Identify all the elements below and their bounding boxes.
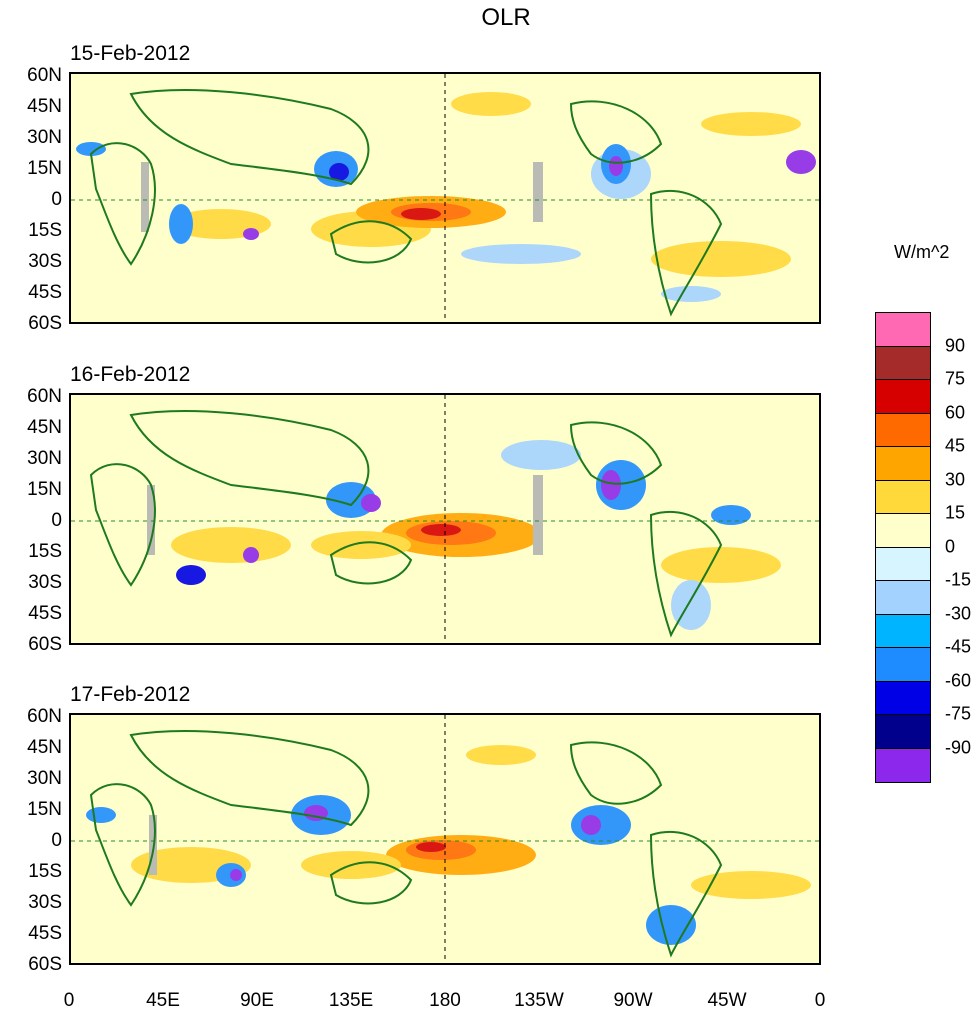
colorbar-units: W/m^2 <box>894 242 950 262</box>
lat-label: 0 <box>51 830 62 851</box>
lat-label: 30S <box>28 572 62 593</box>
map-panel-1 <box>69 72 821 324</box>
lat-label: 30N <box>27 448 62 469</box>
colorbar-label: 45 <box>945 435 966 456</box>
colorbar-swatch <box>876 413 930 447</box>
lon-label: 45E <box>146 990 180 1011</box>
lon-label: 0 <box>63 990 75 1011</box>
colorbar-label: 60 <box>945 402 966 422</box>
olr-map-2 <box>71 395 819 643</box>
colorbar-swatch <box>876 614 930 648</box>
colorbar-label: -60 <box>945 670 972 690</box>
lon-label: 0 <box>814 990 826 1011</box>
lat-label: 60N <box>27 706 62 727</box>
colorbar-swatch <box>876 447 930 481</box>
panel-date-2: 16-Feb-2012 <box>70 363 191 386</box>
lat-label: 60S <box>28 634 62 655</box>
lat-label: 30N <box>27 768 62 789</box>
lat-label: 15S <box>28 541 62 562</box>
map-panel-2 <box>69 393 821 645</box>
colorbar-label: -15 <box>945 569 972 590</box>
lat-label: 60N <box>27 65 62 86</box>
lat-label: 0 <box>51 510 62 531</box>
figure-title: OLR <box>481 4 531 31</box>
lat-label: 15S <box>28 220 62 241</box>
panel-date-3: 17-Feb-2012 <box>70 683 191 706</box>
lat-label: 60S <box>28 954 62 975</box>
colorbar-label: 30 <box>945 469 966 489</box>
lat-label: 15S <box>28 861 62 882</box>
lat-label: 45S <box>28 603 62 624</box>
colorbar-label: -75 <box>945 703 972 724</box>
colorbar-label: 15 <box>945 502 966 523</box>
colorbar-swatch <box>876 715 930 749</box>
colorbar-label: -30 <box>945 603 972 623</box>
colorbar-swatch <box>876 514 930 548</box>
map-panel-3 <box>69 713 821 965</box>
panel-date-1: 15-Feb-2012 <box>70 42 191 65</box>
colorbar-swatch <box>876 380 930 414</box>
lat-label: 30S <box>28 892 62 913</box>
colorbar-label: 90 <box>945 335 966 355</box>
colorbar-swatch <box>876 547 930 581</box>
lat-label: 60S <box>28 313 62 334</box>
colorbar-swatch <box>876 648 930 682</box>
colorbar-swatch <box>876 681 930 715</box>
lat-label: 15N <box>27 479 62 500</box>
lat-label: 45S <box>28 282 62 303</box>
lon-label: 45W <box>707 990 747 1011</box>
lat-label: 15N <box>27 799 62 820</box>
colorbar-swatch <box>876 346 930 380</box>
colorbar <box>875 312 931 783</box>
lat-label: 60N <box>27 386 62 407</box>
lat-label: 30S <box>28 251 62 272</box>
lat-label: 45N <box>27 417 62 438</box>
colorbar-swatch <box>876 480 930 514</box>
lat-label: 15N <box>27 158 62 179</box>
lon-label: 90W <box>613 990 653 1011</box>
lat-label: 45S <box>28 923 62 944</box>
colorbar-label: -45 <box>945 636 972 657</box>
colorbar-label: 75 <box>945 368 966 389</box>
lon-label: 180 <box>429 990 461 1011</box>
lon-label: 135E <box>328 990 374 1011</box>
lat-label: 45N <box>27 96 62 117</box>
lon-label: 135W <box>514 990 564 1011</box>
colorbar-swatch <box>876 313 930 347</box>
colorbar-swatch <box>876 581 930 615</box>
lat-label: 0 <box>51 189 62 210</box>
colorbar-label: 0 <box>945 536 956 556</box>
olr-map-3 <box>71 715 819 963</box>
colorbar-label: -90 <box>945 737 972 757</box>
lat-label: 30N <box>27 127 62 148</box>
lon-label: 90E <box>240 990 274 1011</box>
olr-map-1 <box>71 74 819 322</box>
colorbar-swatch <box>876 748 930 782</box>
lat-label: 45N <box>27 737 62 758</box>
